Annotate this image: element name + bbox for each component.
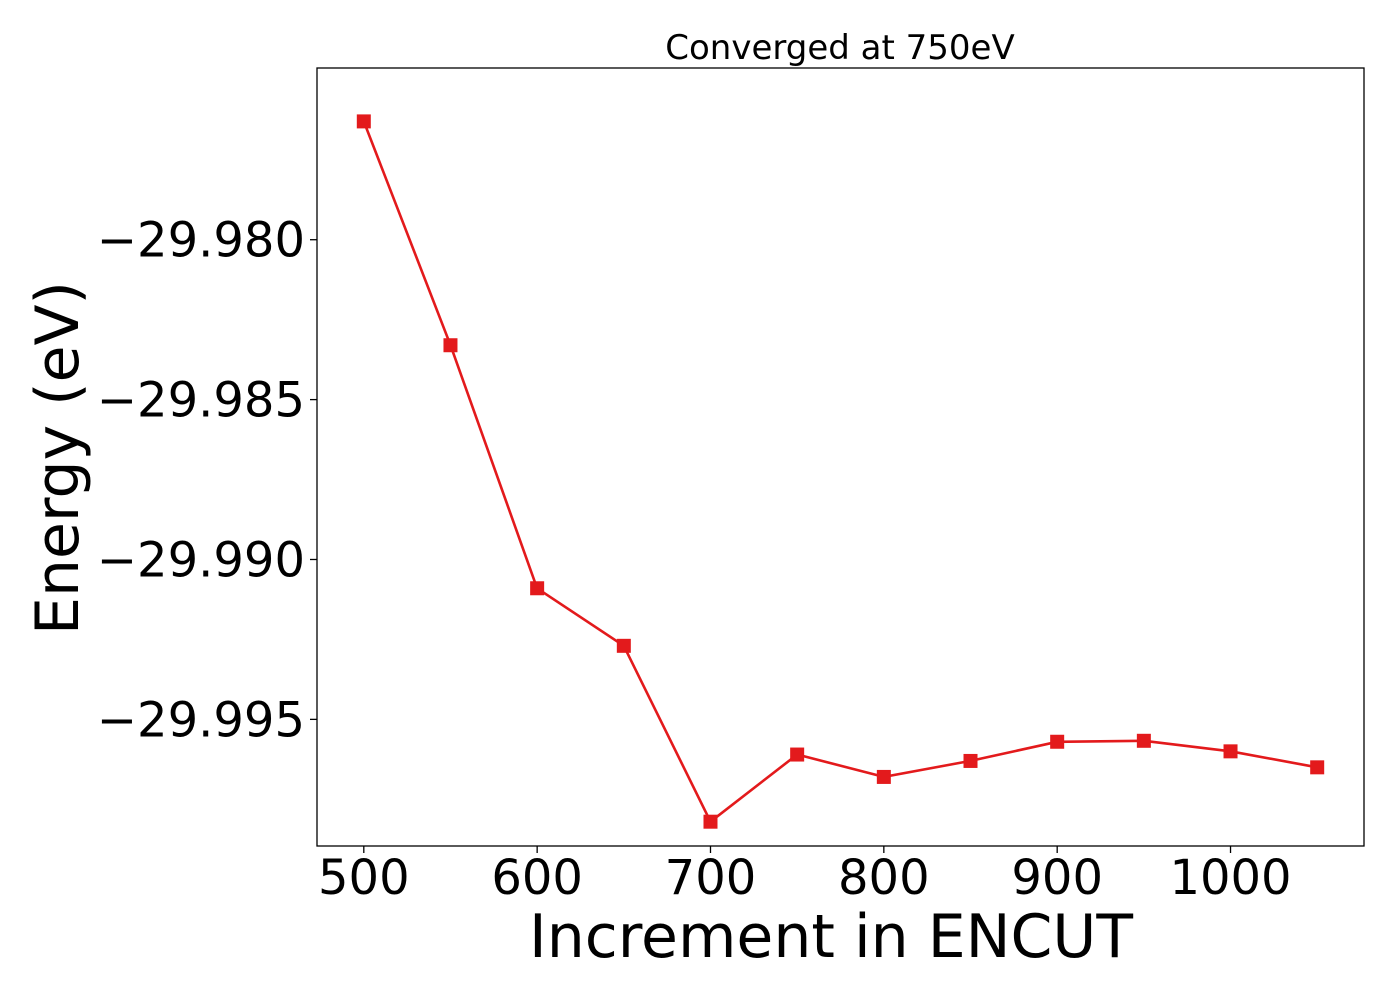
data-point-marker xyxy=(703,814,718,829)
x-tick-label: 500 xyxy=(318,850,410,906)
x-axis-label: Increment in ENCUT xyxy=(529,902,1133,972)
data-point-marker xyxy=(1050,734,1065,749)
data-point-marker xyxy=(356,114,371,129)
data-point-marker xyxy=(963,753,978,768)
x-tick-label: 700 xyxy=(665,850,757,906)
data-point-marker xyxy=(790,747,805,762)
y-axis-label: Energy (eV) xyxy=(23,281,93,635)
data-point-marker xyxy=(443,338,458,353)
y-tick-label: −29.990 xyxy=(97,532,305,588)
data-point-marker xyxy=(616,638,631,653)
x-tick-label: 600 xyxy=(491,850,583,906)
chart-title: Converged at 750eV xyxy=(665,28,1014,68)
x-tick-label: 1000 xyxy=(1169,850,1291,906)
data-point-marker xyxy=(1136,733,1151,748)
x-axis-ticks: 500 600 700 800 900 1000 xyxy=(318,846,1292,906)
data-point-marker xyxy=(1223,744,1238,759)
plot-frame xyxy=(316,67,1365,847)
y-axis-ticks: −29.980 −29.985 −29.990 −29.995 xyxy=(97,213,317,748)
data-point-marker xyxy=(876,769,891,784)
series-layer xyxy=(356,114,1325,829)
y-tick-label: −29.995 xyxy=(97,692,305,748)
x-tick-label: 900 xyxy=(1011,850,1103,906)
y-tick-label: −29.980 xyxy=(97,213,305,269)
x-tick-label: 800 xyxy=(838,850,930,906)
y-tick-label: −29.985 xyxy=(97,373,305,429)
data-point-marker xyxy=(1310,760,1325,775)
series-line xyxy=(362,120,1318,824)
data-point-marker xyxy=(530,581,545,596)
